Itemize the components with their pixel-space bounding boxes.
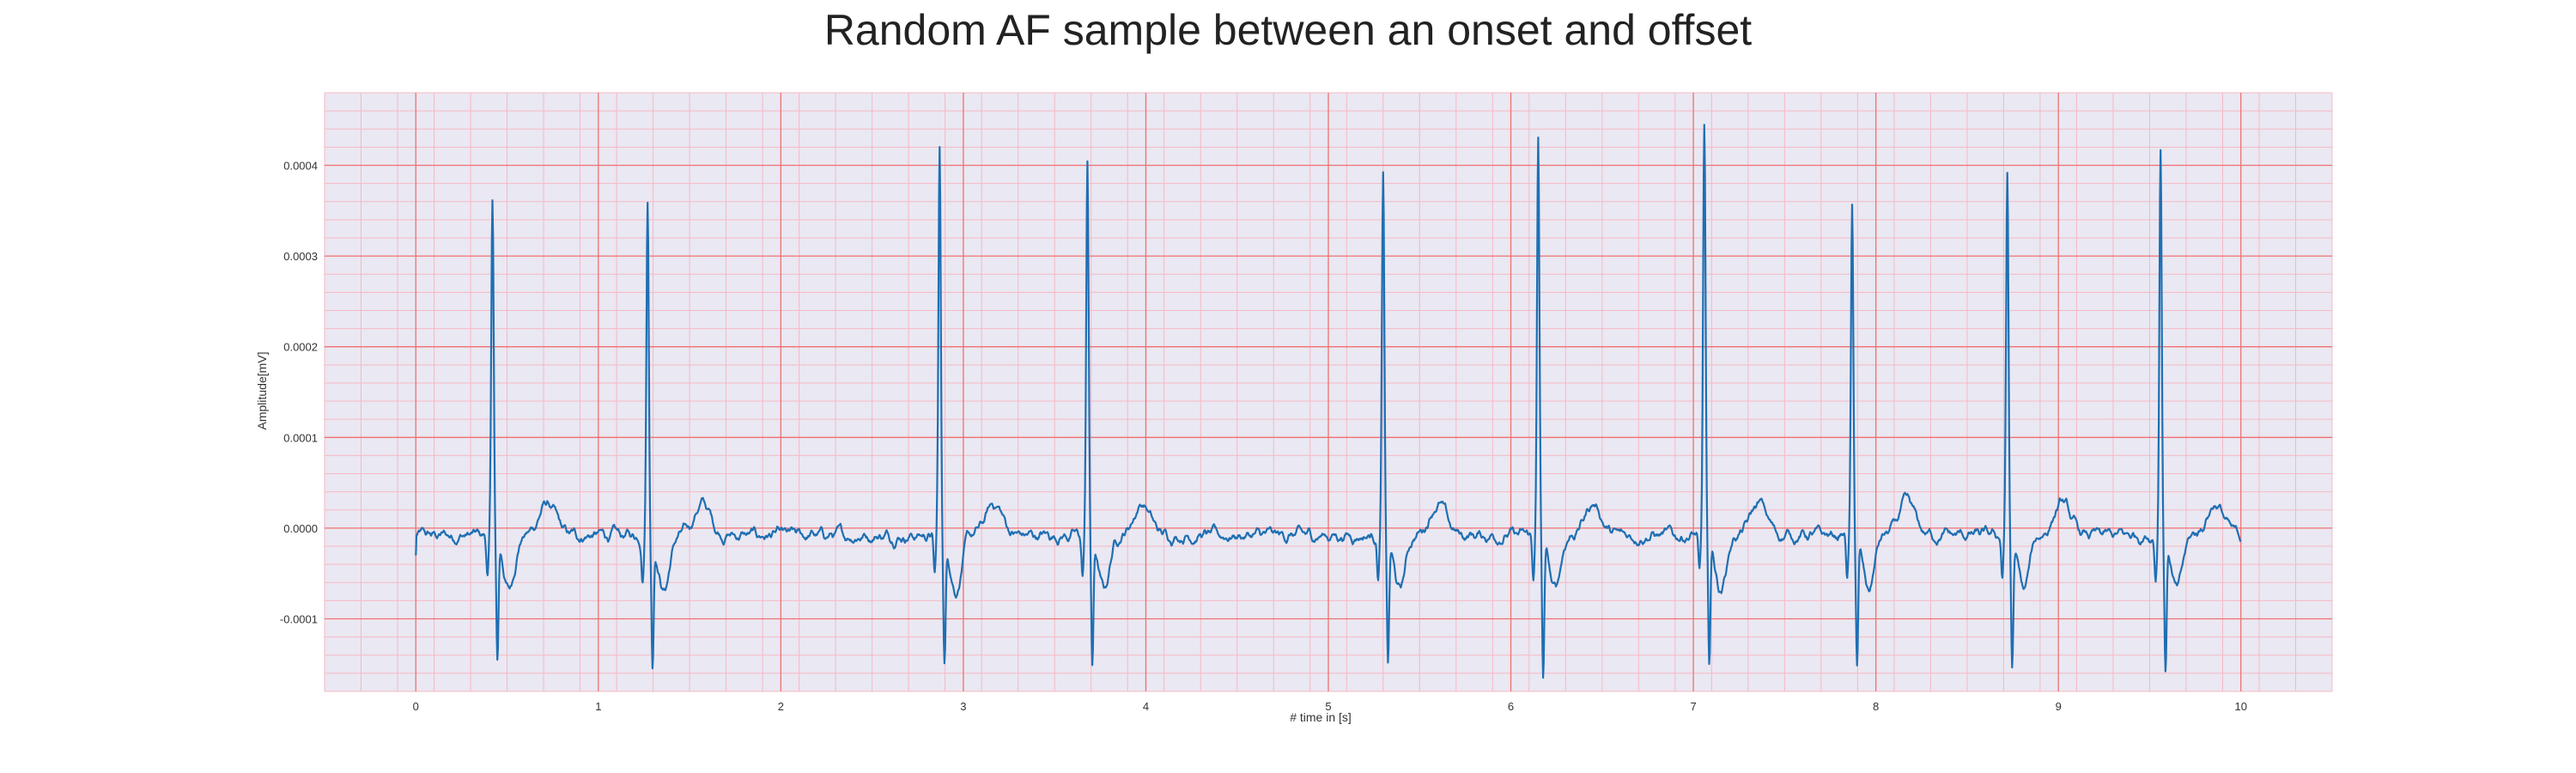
x-tick-label: 0 — [413, 700, 419, 713]
x-tick-label: 2 — [778, 700, 784, 713]
y-tick-label: 0.0001 — [283, 431, 318, 444]
y-tick-label: 0.0003 — [283, 250, 318, 263]
x-axis-ticks: 0 1 2 3 4 5 6 7 8 9 10 — [413, 700, 2247, 713]
x-tick-label: 8 — [1873, 700, 1879, 713]
major-grid — [325, 93, 2332, 691]
x-tick-label: 6 — [1508, 700, 1514, 713]
y-axis-ticks: -0.0001 0.0000 0.0001 0.0002 0.0003 0.0004 — [280, 159, 318, 625]
x-tick-label: 1 — [595, 700, 601, 713]
series-layer — [415, 124, 2242, 679]
ecg-series-line — [415, 124, 2242, 679]
x-tick-label: 10 — [2234, 700, 2246, 713]
x-axis-label: # time in [s] — [1290, 710, 1352, 724]
x-tick-label: 3 — [960, 700, 966, 713]
chart-title: Random AF sample between an onset and of… — [824, 6, 1752, 54]
y-tick-label: 0.0004 — [283, 159, 318, 172]
x-tick-label: 4 — [1143, 700, 1149, 713]
x-tick-label: 7 — [1690, 700, 1696, 713]
x-tick-label: 9 — [2056, 700, 2062, 713]
y-tick-label: 0.0002 — [283, 341, 318, 354]
y-tick-label: -0.0001 — [280, 613, 318, 626]
y-axis-label: Amplitude[mV] — [255, 351, 269, 429]
x-tick-label: 5 — [1325, 700, 1331, 713]
y-tick-label: 0.0000 — [283, 522, 318, 535]
